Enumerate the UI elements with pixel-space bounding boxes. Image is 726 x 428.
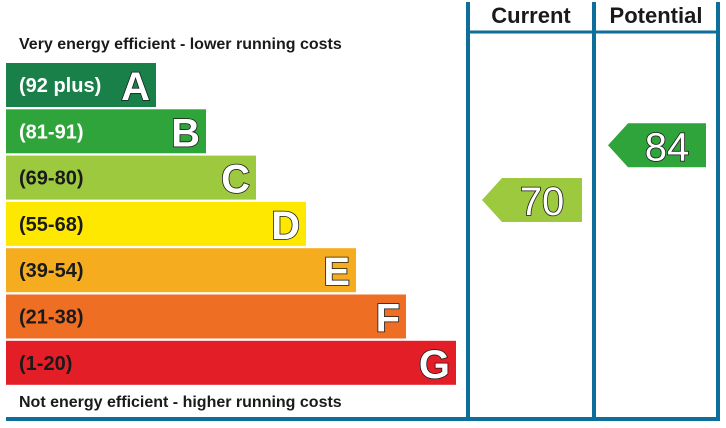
band-e: (39-54) E	[6, 248, 356, 295]
band-bar-d	[6, 201, 306, 246]
rating-arrow-current: 70	[482, 177, 582, 225]
band-range-f: (21-38)	[19, 307, 83, 329]
band-b: (81-91) B	[6, 109, 206, 156]
rating-arrow-shape-current	[482, 177, 582, 222]
chart-frame: Current Potential	[6, 2, 720, 421]
band-bar-e	[6, 248, 356, 293]
rating-value-current: 70	[520, 180, 565, 224]
band-bar-c	[6, 155, 256, 200]
band-a: (92 plus) A	[6, 63, 156, 110]
band-bar-g	[6, 340, 456, 385]
band-g: (1-20) G	[6, 340, 456, 388]
band-c: (69-80) C	[6, 155, 256, 202]
rating-arrow-shape-potential	[608, 123, 706, 168]
rating-value-potential: 84	[645, 125, 690, 169]
band-letter-d: D	[271, 204, 300, 248]
rating-arrows: 70 84	[482, 123, 706, 225]
band-letter-b: B	[171, 111, 200, 155]
band-bar-f	[6, 294, 406, 339]
band-letter-a: A	[121, 65, 150, 109]
band-range-c: (69-80)	[19, 168, 83, 190]
band-letter-c: C	[221, 158, 250, 202]
top-caption: Very energy efficient - lower running co…	[19, 36, 342, 53]
band-bar-a	[6, 63, 156, 107]
band-letter-e: E	[323, 250, 350, 294]
rating-bands: (92 plus) A(81-91) B(69-80) C(55-68) D(39-54…	[6, 63, 456, 388]
band-range-e: (39-54)	[19, 260, 83, 282]
band-letter-g: G	[419, 343, 450, 387]
band-range-d: (55-68)	[19, 214, 83, 236]
bottom-caption: Not energy efficient - higher running co…	[19, 394, 342, 411]
band-range-g: (1-20)	[19, 353, 72, 375]
band-f: (21-38) F	[6, 294, 406, 341]
band-bar-b	[6, 109, 206, 154]
band-range-a: (92 plus)	[19, 75, 101, 97]
column-header-potential: Potential	[610, 3, 703, 28]
band-letter-f: F	[376, 297, 400, 341]
band-range-b: (81-91)	[19, 121, 83, 143]
column-header-current: Current	[491, 3, 571, 28]
band-d: (55-68) D	[6, 201, 306, 249]
rating-arrow-potential: 84	[608, 123, 706, 170]
